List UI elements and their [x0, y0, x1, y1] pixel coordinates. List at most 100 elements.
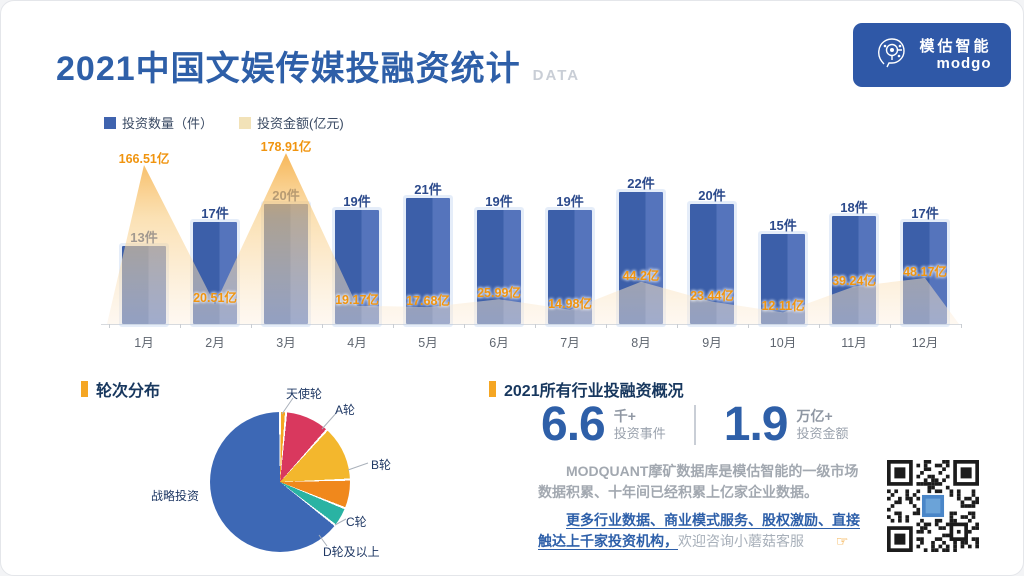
axis-tick	[534, 324, 536, 328]
amount-label: 166.51亿	[118, 151, 170, 166]
month-label: 11月	[841, 336, 867, 350]
bar-count-label: 19件	[343, 194, 371, 209]
pie-label-series-c: C轮	[346, 515, 367, 529]
amount-label: 39.24亿	[832, 273, 876, 288]
axis-tick	[747, 324, 749, 328]
brand-name-cn: 模估智能	[919, 37, 992, 55]
promo-line: 更多行业数据、商业模式服务、股权激励、直接触达上千家投资机构，欢迎咨询小蘑菇客服…	[538, 510, 872, 552]
amount-label: 14.98亿	[548, 296, 592, 311]
axis-tick	[108, 324, 110, 328]
promo-tail: 欢迎咨询小蘑菇客服	[678, 533, 804, 549]
stats-divider	[693, 405, 696, 445]
database-description: MODQUANT摩矿数据库是模估智能的一级市场数据积累、十年间已经积累上亿家企业…	[538, 463, 859, 500]
stat-amount-unit: 万亿+ 投资金额	[796, 408, 848, 442]
stat-events-value: 6.6	[541, 398, 606, 451]
amount-label: 23.44亿	[690, 288, 734, 303]
overview-stats: 6.6 千+ 投资事件 1.9 万亿+ 投资金额	[541, 401, 849, 449]
stat-amount-value: 1.9	[723, 398, 789, 451]
bar-count-label: 19件	[485, 194, 513, 209]
section-title-overview: 2021所有行业投融资概况	[489, 377, 684, 401]
amount-label: 20.51亿	[193, 291, 237, 306]
bar-count-label: 18件	[840, 200, 868, 215]
month-label: 8月	[631, 336, 651, 350]
section-title-rounds: 轮次分布	[81, 377, 160, 401]
bar-count-label: 13件	[130, 230, 158, 245]
stat-amount-label: 投资金额	[796, 425, 849, 441]
amount-label: 25.99亿	[477, 286, 521, 301]
month-label: 2月	[205, 336, 225, 350]
pointing-hand-icon: ☞	[835, 533, 849, 549]
bar-9月	[690, 204, 734, 324]
pie-label-strategic: 战略投资	[151, 489, 200, 503]
axis-tick	[605, 324, 607, 328]
legend-item-area: 投资金额(亿元)	[239, 113, 344, 132]
axis-tick	[889, 324, 891, 328]
bar-8月	[619, 192, 663, 324]
month-label: 12月	[911, 336, 939, 350]
bar-6月	[477, 210, 521, 324]
rounds-title-text: 轮次分布	[96, 383, 161, 400]
bar-count-label: 20件	[272, 188, 300, 203]
stat-events-unit: 千+ 投资事件	[614, 408, 666, 442]
legend-label-area: 投资金额(亿元)	[257, 116, 344, 131]
title-tag: DATA	[532, 67, 581, 84]
axis-tick	[463, 324, 465, 328]
axis-tick	[250, 324, 252, 328]
bar-count-label: 22件	[627, 176, 655, 191]
month-label: 5月	[418, 336, 438, 350]
axis-tick	[179, 324, 181, 328]
month-label: 4月	[347, 336, 367, 350]
month-label: 3月	[276, 336, 296, 350]
bar-count-label: 15件	[769, 218, 797, 233]
brand-name-en: modgo	[936, 55, 992, 72]
x-axis-line	[101, 324, 961, 325]
month-label: 10月	[769, 336, 797, 350]
legend-swatch-bars	[104, 116, 116, 129]
stat-amount-unit-text: 万亿+	[796, 408, 833, 425]
bar-2月	[193, 222, 237, 324]
axis-tick	[321, 324, 323, 328]
promo-highlight: 更多行业数据、商业模式服务、股权激励、直接触达上千家投资机构，	[538, 512, 860, 549]
pie-label-angel: 天使轮	[286, 387, 323, 401]
brain-head-icon	[872, 34, 910, 77]
month-label: 9月	[702, 336, 722, 350]
month-label: 6月	[489, 336, 509, 350]
amount-label: 12.11亿	[761, 299, 805, 314]
amount-label: 178.91亿	[260, 140, 312, 155]
brand-logo-text: 模估智能 modgo	[919, 38, 991, 73]
page-title-text: 2021中国文娱传媒投融资统计	[56, 50, 521, 88]
brand-logo: 模估智能 modgo	[853, 23, 1011, 87]
investment-combo-chart: 13件 1月 17件 2月 20件 3月 19件 4月 21件 5月 19件 6月 19件 7月 22件 8月…	[101, 131, 962, 361]
axis-tick	[818, 324, 820, 328]
bar-3月	[264, 204, 308, 324]
axis-tick	[960, 324, 962, 328]
pie-label-series-a: A轮	[335, 403, 356, 417]
bar-count-label: 21件	[414, 182, 442, 197]
amount-label: 44.2亿	[622, 268, 660, 283]
page-title: 2021中国文娱传媒投融资统计 DATA	[56, 41, 580, 90]
month-label: 7月	[560, 336, 580, 350]
stat-events-label: 投资事件	[613, 425, 666, 441]
chart-legend: 投资数量（件） 投资金额(亿元)	[104, 113, 344, 132]
legend-item-bars: 投资数量（件）	[104, 113, 213, 132]
rounds-pie-chart	[210, 412, 350, 552]
pie-label-series-b: B轮	[371, 458, 392, 472]
amount-label: 48.17亿	[903, 264, 947, 279]
bar-count-label: 20件	[698, 188, 726, 203]
bar-count-label: 19件	[556, 194, 584, 209]
overview-title-text: 2021所有行业投融资概况	[504, 383, 684, 400]
qr-code	[887, 460, 979, 552]
stat-events-unit-text: 千+	[613, 408, 636, 425]
overview-paragraphs: MODQUANT摩矿数据库是模估智能的一级市场数据积累、十年间已经积累上亿家企业…	[538, 461, 872, 552]
bar-1月	[122, 246, 166, 324]
axis-tick	[392, 324, 394, 328]
axis-tick	[676, 324, 678, 328]
legend-swatch-area	[239, 116, 252, 129]
bar-count-label: 17件	[201, 206, 229, 221]
pie-label-series-d-plus: D轮及以上	[323, 545, 380, 559]
amount-label: 19.17亿	[335, 292, 379, 307]
orange-marker-icon	[81, 381, 88, 397]
orange-marker-icon	[489, 381, 496, 397]
legend-label-bars: 投资数量（件）	[122, 116, 214, 131]
